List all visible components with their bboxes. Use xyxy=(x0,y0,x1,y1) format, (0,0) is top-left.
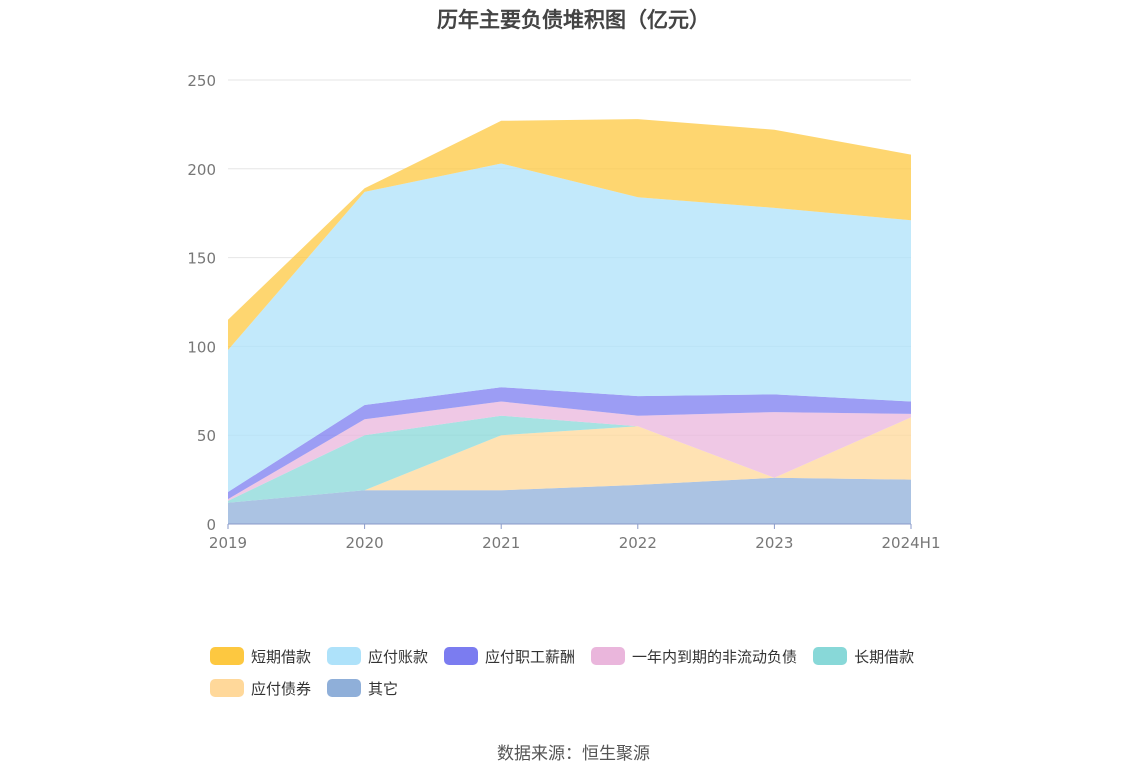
legend-item[interactable]: 长期借款 xyxy=(813,646,914,667)
legend-item[interactable]: 应付职工薪酬 xyxy=(444,646,575,667)
legend-item[interactable]: 应付账款 xyxy=(327,646,428,667)
data-source: 数据来源：恒生聚源 xyxy=(497,744,650,764)
legend-label: 应付账款 xyxy=(368,647,429,666)
area-series-6 xyxy=(228,119,911,350)
x-tick-label: 2019 xyxy=(209,534,247,552)
legend-swatch xyxy=(444,647,479,665)
y-tick-label: 150 xyxy=(187,250,216,268)
y-tick-label: 50 xyxy=(197,427,216,445)
y-tick-label: 100 xyxy=(187,338,216,356)
legend-swatch xyxy=(813,647,848,665)
legend-label: 应付债券 xyxy=(251,679,312,698)
legend-row: 短期借款 应付账款 应付职工薪酬 一年内到期的非流动负债 长期借款 xyxy=(210,640,970,672)
area-series-3 xyxy=(228,401,911,501)
y-tick-label: 200 xyxy=(187,161,216,179)
y-tick-label: 250 xyxy=(187,72,216,90)
x-tick-label: 2021 xyxy=(482,534,520,552)
x-tick-label: 2020 xyxy=(346,534,384,552)
legend-item[interactable]: 短期借款 xyxy=(210,646,311,667)
legend-swatch xyxy=(327,647,362,665)
x-tick-label: 2023 xyxy=(755,534,793,552)
legend: 短期借款 应付账款 应付职工薪酬 一年内到期的非流动负债 长期借款应付债券 其它 xyxy=(210,640,970,704)
area-series-0 xyxy=(228,477,911,524)
area-series-1 xyxy=(228,417,911,503)
axes: 0 50 100 150 200 250 2019 2020 2021 2022 2023 2024H… xyxy=(187,72,940,552)
legend-item[interactable]: 一年内到期的非流动负债 xyxy=(591,646,797,667)
legend-row: 应付债券 其它 xyxy=(210,672,970,704)
legend-item[interactable]: 其它 xyxy=(327,678,398,699)
x-tick-label: 2024H1 xyxy=(882,534,941,552)
legend-swatch xyxy=(591,647,626,665)
legend-label: 长期借款 xyxy=(854,647,915,666)
area-series-4 xyxy=(228,387,911,500)
legend-label: 一年内到期的非流动负债 xyxy=(632,647,798,666)
legend-label: 其它 xyxy=(368,679,399,698)
legend-label: 应付职工薪酬 xyxy=(485,647,576,666)
legend-label: 短期借款 xyxy=(251,647,312,666)
area-series xyxy=(228,119,911,524)
area-series-2 xyxy=(228,415,911,503)
legend-swatch xyxy=(327,679,362,697)
legend-swatch xyxy=(210,679,244,697)
legend-swatch xyxy=(210,647,244,665)
y-tick-label: 0 xyxy=(206,516,216,534)
area-series-5 xyxy=(228,163,911,492)
x-tick-label: 2022 xyxy=(619,534,657,552)
legend-item[interactable]: 应付债券 xyxy=(210,678,311,699)
chart-title: 历年主要负债堆积图（亿元） xyxy=(437,8,710,32)
stacked-area-chart: 0 50 100 150 200 250 2019 2020 2021 2022 2023 2024H… xyxy=(187,72,940,552)
